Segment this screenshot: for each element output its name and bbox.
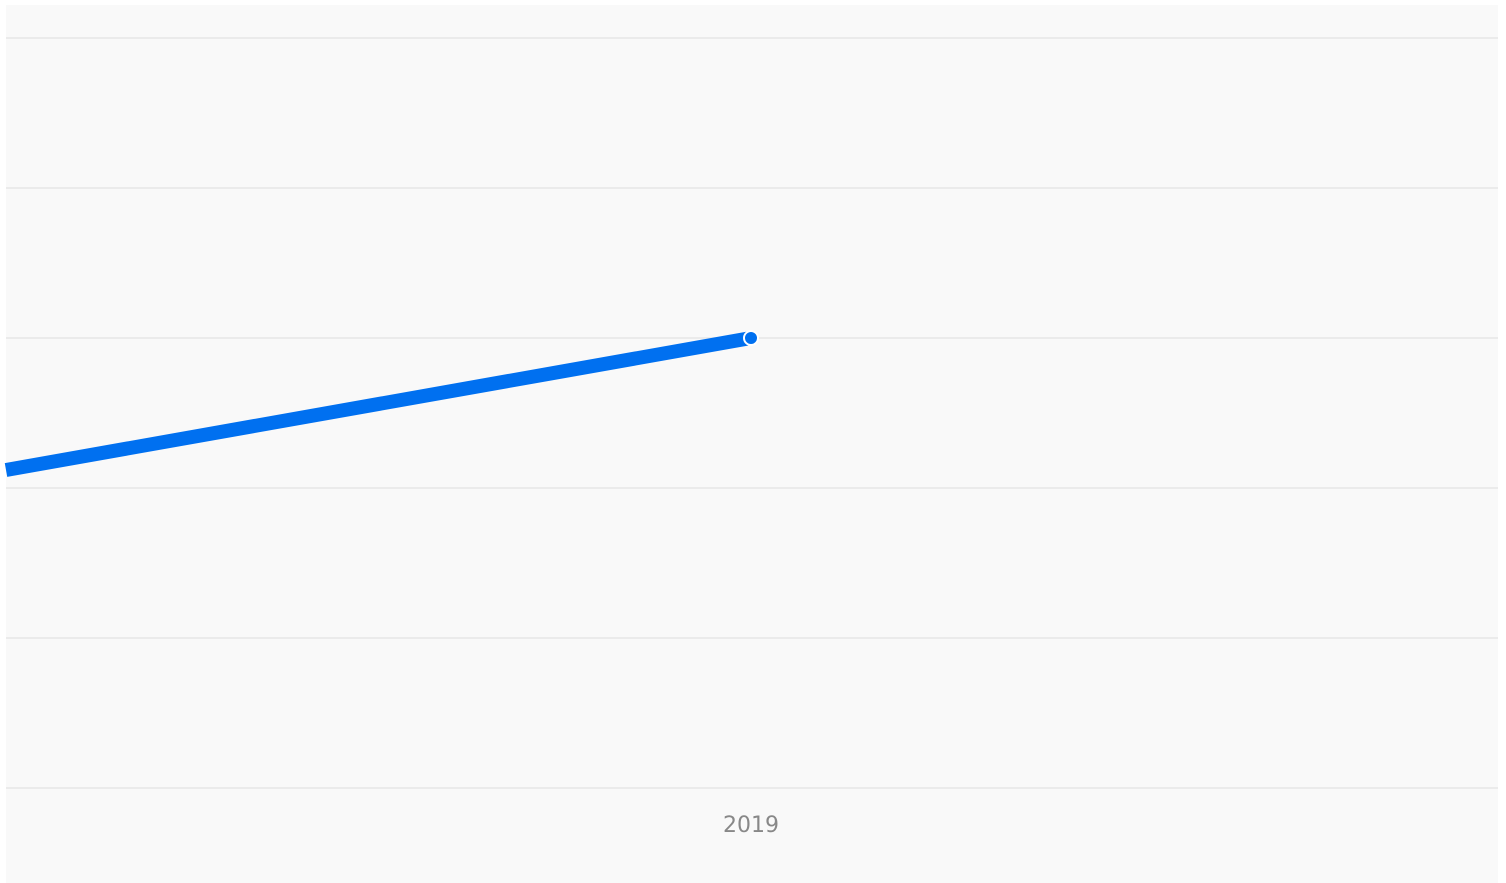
plot-background — [6, 5, 1498, 883]
x-tick-label-2019: 2019 — [723, 813, 779, 838]
gridlines — [6, 37, 1498, 789]
series-line — [4, 331, 753, 477]
series-layer — [4, 330, 759, 477]
data-point-marker[interactable] — [743, 330, 759, 346]
x-axis: 2019 — [723, 813, 779, 838]
